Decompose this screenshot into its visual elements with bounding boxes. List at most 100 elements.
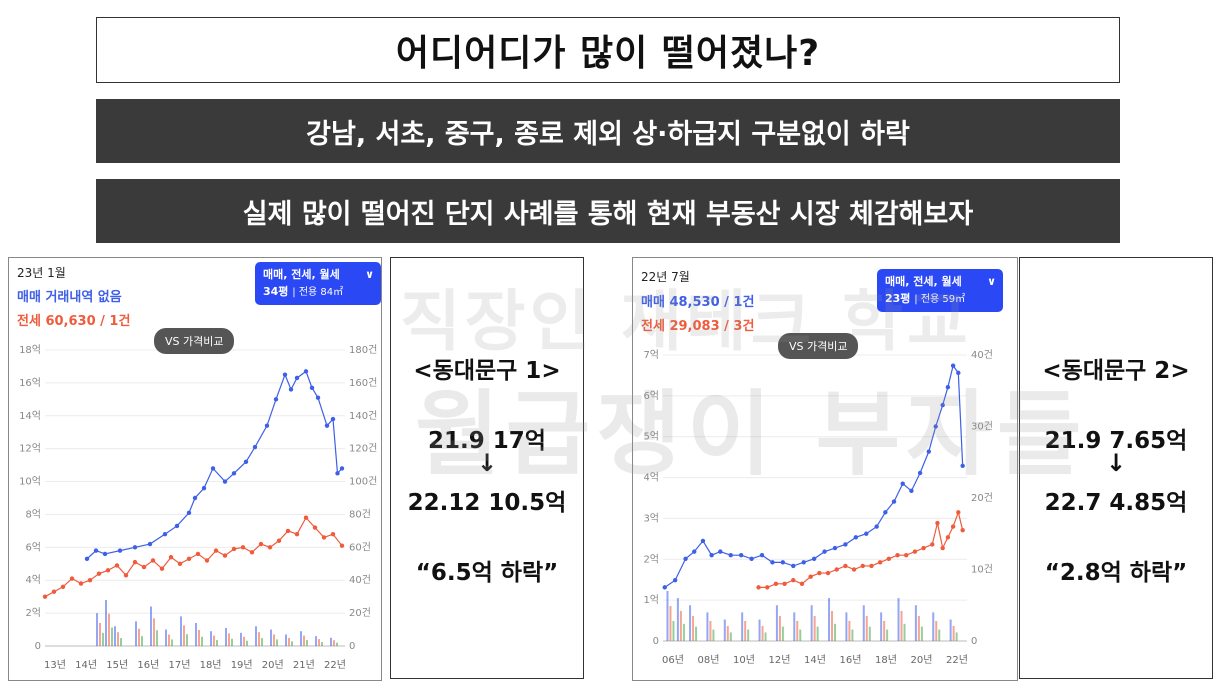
data-point bbox=[162, 531, 168, 537]
info-drop: “6.5억 하락” bbox=[415, 560, 559, 586]
volume-bar bbox=[880, 612, 883, 641]
data-point bbox=[288, 387, 294, 392]
series-line bbox=[758, 510, 964, 588]
data-point bbox=[700, 538, 706, 544]
volume-bar bbox=[138, 628, 140, 646]
data-point bbox=[728, 553, 733, 558]
volume-bar bbox=[695, 626, 698, 641]
volume-bar bbox=[886, 629, 889, 641]
volume-bar bbox=[333, 640, 335, 646]
data-point bbox=[186, 556, 192, 562]
volume-bar bbox=[723, 619, 726, 641]
data-point bbox=[204, 558, 210, 563]
y2-tick-label: 60건 bbox=[349, 541, 371, 553]
volume-bar bbox=[201, 636, 203, 646]
data-point bbox=[672, 578, 678, 583]
volume-bar bbox=[180, 616, 182, 646]
x-tick-label: 16년 bbox=[840, 654, 862, 666]
data-point bbox=[832, 545, 838, 551]
data-point bbox=[956, 370, 961, 376]
volume-bar bbox=[258, 632, 260, 646]
data-point bbox=[960, 463, 965, 469]
data-point bbox=[811, 556, 817, 561]
y-tick-label: 7억 bbox=[643, 349, 659, 361]
info-drop: “2.8억 하락” bbox=[1044, 560, 1188, 586]
x-tick-label: 10년 bbox=[733, 654, 755, 666]
data-point bbox=[60, 584, 66, 589]
volume-bar bbox=[848, 620, 851, 641]
volume-bar bbox=[778, 615, 781, 641]
data-point bbox=[950, 524, 956, 529]
data-point bbox=[895, 553, 900, 558]
volume-bar bbox=[288, 637, 290, 646]
subtitle-banner-2: 실제 많이 떨어진 단지 사례를 통해 현재 부동산 시장 체감해보자 bbox=[96, 179, 1120, 243]
volume-bar bbox=[865, 615, 868, 641]
filter-area: 전용 59㎡ bbox=[920, 294, 966, 305]
data-point bbox=[930, 542, 935, 547]
price-chart-2: 0 1억 2억 3억 4억 5억 6억 7억 0 10건 20건 30건 40건 06년 08년 10년 12년… bbox=[643, 349, 993, 666]
volume-bar bbox=[914, 605, 917, 641]
data-point bbox=[912, 549, 918, 554]
volume-bar bbox=[900, 610, 903, 641]
data-point bbox=[339, 543, 345, 548]
x-tick-label: 14년 bbox=[804, 654, 826, 666]
volume-bar bbox=[108, 613, 110, 646]
data-point bbox=[869, 563, 874, 569]
data-point bbox=[339, 466, 345, 471]
y-tick-label: 14억 bbox=[19, 410, 41, 422]
y2-tick-label: 40건 bbox=[971, 349, 993, 361]
data-point bbox=[294, 531, 300, 537]
volume-bar bbox=[726, 625, 729, 641]
volume-bar bbox=[246, 640, 248, 646]
y-tick-label: 1억 bbox=[643, 594, 659, 606]
chart-panel-2: 0 1억 2억 3억 4억 5억 6억 7억 0 10건 20건 30건 40건 06년 08년 10년 12년… bbox=[632, 257, 1018, 681]
data-point bbox=[960, 527, 965, 533]
data-point bbox=[808, 574, 813, 579]
volume-bar bbox=[285, 634, 287, 646]
price-compare-button[interactable]: VS 가격비교 bbox=[154, 328, 235, 354]
price-compare-button[interactable]: VS 가격비교 bbox=[778, 333, 859, 359]
volume-bar bbox=[672, 620, 675, 641]
volume-bar bbox=[883, 620, 886, 641]
price-chart-1: 0 2억 4억 6억 8억 10억 12억 14억 16억 18억 0 20건 40건 60건 80건 100… bbox=[19, 344, 377, 671]
y2-tick-label: 0 bbox=[349, 641, 355, 652]
volume-bar bbox=[744, 620, 747, 641]
filter-pyeong: 34평 bbox=[263, 285, 289, 298]
data-point bbox=[174, 523, 180, 529]
y2-tick-label: 20건 bbox=[971, 492, 993, 504]
data-point bbox=[141, 564, 147, 570]
sale-summary: 매매 거래내역 없음 bbox=[17, 290, 122, 305]
data-point bbox=[883, 510, 888, 515]
volume-bar bbox=[845, 612, 848, 641]
volume-bar bbox=[261, 638, 263, 646]
data-point bbox=[102, 551, 108, 557]
y2-tick-label: 80건 bbox=[349, 508, 371, 520]
filter-types: 매매, 전세, 월세 bbox=[263, 268, 340, 281]
x-tick-label: 13년 bbox=[44, 659, 66, 671]
volume-bar bbox=[692, 615, 695, 641]
y2-tick-label: 30건 bbox=[971, 421, 993, 433]
data-point bbox=[330, 531, 336, 537]
data-point bbox=[243, 459, 249, 465]
y2-tick-label: 180건 bbox=[349, 344, 377, 356]
info-to: 22.12 10.5억 bbox=[407, 490, 567, 516]
data-point bbox=[834, 567, 839, 572]
x-tick-label: 12년 bbox=[769, 654, 791, 666]
data-point bbox=[843, 563, 848, 569]
data-point bbox=[258, 541, 264, 547]
trade-type-filter-button[interactable]: 매매, 전세, 월세 34평 | 전용 84㎡ ∨ bbox=[255, 262, 381, 305]
y2-tick-label: 20건 bbox=[349, 607, 371, 619]
data-point bbox=[264, 423, 270, 428]
volume-bar bbox=[336, 642, 338, 646]
volume-bar bbox=[747, 629, 750, 641]
data-point bbox=[240, 545, 246, 550]
volume-bar bbox=[952, 625, 955, 641]
data-point bbox=[132, 545, 138, 550]
data-point bbox=[956, 510, 961, 515]
data-point bbox=[864, 531, 869, 536]
volume-bar bbox=[851, 629, 854, 641]
data-point bbox=[822, 549, 827, 554]
data-point bbox=[749, 556, 754, 561]
data-point bbox=[123, 573, 129, 578]
trade-type-filter-button[interactable]: 매매, 전세, 월세 23평 | 전용 59㎡ ∨ bbox=[877, 269, 1003, 312]
